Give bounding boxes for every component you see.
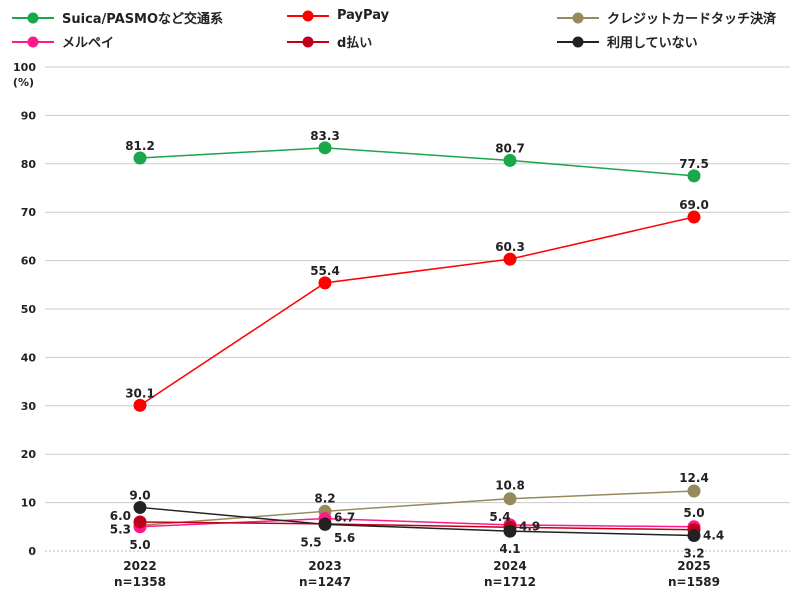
x-tick-sample-size: n=1247: [299, 575, 351, 589]
legend-item: 利用していない: [555, 32, 698, 51]
y-tick-label: 100: [13, 61, 36, 74]
legend-marker-icon: [12, 36, 54, 47]
x-tick-label: 2023: [308, 559, 341, 573]
series-line-2: [139, 490, 695, 527]
legend-marker-icon: [287, 10, 329, 21]
x-tick-label: 2024: [493, 559, 526, 573]
data-point: [318, 141, 332, 155]
data-label: 6.7: [334, 511, 355, 525]
series-line-5: [139, 506, 695, 537]
data-label: 69.0: [679, 198, 709, 212]
series-line-1: [139, 216, 695, 406]
data-point: [133, 398, 147, 412]
y-tick-label: 70: [21, 206, 37, 219]
legend-label: Suica/PASMOなど交通系: [62, 12, 224, 27]
data-label: 4.9: [519, 519, 540, 533]
data-label: 10.8: [495, 479, 525, 493]
data-point: [318, 517, 332, 531]
data-label: 5.0: [129, 538, 150, 552]
data-label: 8.2: [314, 491, 335, 505]
y-tick-label: 80: [21, 158, 37, 171]
data-label: 77.5: [679, 157, 709, 171]
legend-item: d払い: [285, 32, 372, 51]
legend-item: Suica/PASMOなど交通系: [10, 8, 223, 27]
data-label: 4.4: [703, 529, 724, 543]
data-point: [687, 484, 701, 498]
data-label: 5.3: [110, 522, 131, 536]
legend-marker-icon: [287, 36, 329, 47]
data-label: 3.2: [683, 547, 704, 561]
legend-item: メルペイ: [10, 32, 114, 51]
legend-item: クレジットカードタッチ決済: [555, 8, 776, 27]
data-point: [318, 276, 332, 290]
data-label: 80.7: [495, 141, 525, 155]
data-label: 5.0: [683, 506, 704, 520]
data-point: [503, 252, 517, 266]
data-point: [687, 529, 701, 543]
data-label: 81.2: [125, 139, 155, 153]
data-label: 12.4: [679, 471, 709, 485]
data-label: 5.5: [300, 535, 321, 549]
data-point: [133, 151, 147, 165]
data-label: 60.3: [495, 240, 525, 254]
data-point: [503, 524, 517, 538]
data-point: [503, 153, 517, 167]
data-label: 55.4: [310, 264, 340, 278]
y-tick-label: 0: [28, 545, 36, 558]
data-point: [133, 500, 147, 514]
legend-marker-icon: [557, 36, 599, 47]
data-label: 5.6: [334, 531, 355, 545]
y-tick-label: 10: [21, 497, 37, 510]
series-line-4: [139, 521, 695, 531]
legend-label: メルペイ: [62, 36, 115, 51]
series-line-0: [139, 147, 695, 177]
legend-label: d払い: [337, 36, 373, 51]
x-tick-sample-size: n=1589: [668, 575, 720, 589]
data-label: 5.4: [489, 510, 510, 524]
y-tick-label: 30: [21, 400, 37, 413]
x-tick-label: 2025: [677, 559, 710, 573]
y-tick-label: 60: [21, 255, 37, 268]
x-tick-label: 2022: [123, 559, 156, 573]
legend-label: 利用していない: [607, 36, 698, 51]
y-tick-label: 90: [21, 109, 37, 122]
data-label: 4.1: [499, 542, 520, 556]
data-point: [133, 515, 147, 529]
data-point: [687, 169, 701, 183]
data-label: 6.0: [110, 509, 131, 523]
data-label: 9.0: [129, 488, 150, 502]
y-tick-label: 20: [21, 448, 37, 461]
data-label: 83.3: [310, 129, 340, 143]
y-tick-label: 40: [21, 351, 37, 364]
legend-marker-icon: [12, 12, 54, 23]
y-axis-label: (%): [13, 76, 34, 89]
legend-label: PayPay: [337, 8, 390, 23]
x-tick-sample-size: n=1712: [484, 575, 536, 589]
data-point: [687, 210, 701, 224]
data-point: [503, 492, 517, 506]
legend-label: クレジットカードタッチ決済: [607, 12, 777, 27]
data-label: 30.1: [125, 386, 155, 400]
legend-marker-icon: [557, 12, 599, 23]
legend-item: PayPay: [285, 8, 389, 23]
x-tick-sample-size: n=1358: [114, 575, 166, 589]
y-tick-label: 50: [21, 303, 37, 316]
